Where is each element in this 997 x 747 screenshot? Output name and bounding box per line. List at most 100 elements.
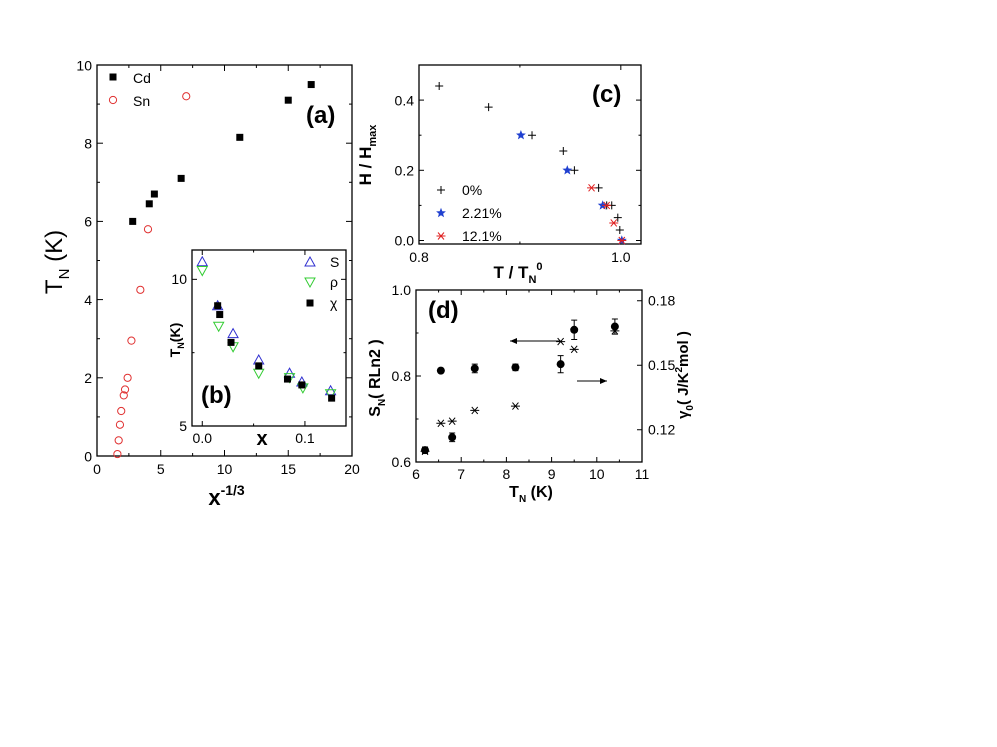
point-b-2 <box>283 375 291 383</box>
point-a-sn <box>113 449 122 459</box>
panel-c-xlabel: T / TN0 <box>493 261 542 286</box>
panel-d-xtick-label: 9 <box>548 466 556 482</box>
point-d-sn <box>436 419 446 428</box>
legend-label-b-0: S <box>330 254 339 270</box>
legend-marker-b-1 <box>304 277 316 289</box>
panel-b-xtick-label: 0.0 <box>193 430 213 446</box>
panel-c-frame <box>418 64 642 245</box>
panel-a-label: (a) <box>306 102 335 129</box>
panel-d-xtick-label: 10 <box>589 466 605 482</box>
panel-c-xtick-label: 1.0 <box>611 249 631 265</box>
point-d-sn <box>470 406 480 415</box>
arrow-right-head <box>600 378 607 384</box>
point-a-sn <box>114 436 123 445</box>
panel-a-xtick-label: 15 <box>280 461 296 477</box>
panel-d-xtick-label: 8 <box>503 466 511 482</box>
panel-a-xtick-label: 10 <box>217 461 233 477</box>
panel-d-right-ytick-label-right: 0.12 <box>648 422 675 438</box>
panel-d-right-ytick-label-right: 0.18 <box>648 293 675 309</box>
point-c-0 <box>615 225 624 234</box>
panel-b-ytick-label: 10 <box>171 271 187 287</box>
point-c-0 <box>484 103 493 112</box>
panel-c-ytick-label: 0.2 <box>395 163 415 179</box>
panel-c-ylabel: H / Hmax <box>356 124 379 186</box>
point-a-cd <box>177 174 185 182</box>
legend-label-c-2: 12.1% <box>462 228 502 244</box>
legend-marker-sn <box>108 95 118 105</box>
legend-marker-c-0 <box>437 186 445 194</box>
point-a-cd <box>129 217 137 225</box>
panel-d-xtick-label: 11 <box>635 466 650 482</box>
point-d-gamma <box>436 366 445 375</box>
point-d-gamma <box>470 364 479 373</box>
legend-label-c-0: 0% <box>462 182 482 198</box>
legend-label-b-1: ρ <box>330 274 338 290</box>
point-b-1 <box>196 266 209 277</box>
legend-marker-b-0 <box>304 255 316 267</box>
panel-b-label: (b) <box>201 382 232 409</box>
point-b-2 <box>298 381 306 389</box>
point-a-sn <box>117 406 126 416</box>
point-d-gamma <box>448 433 457 442</box>
point-c-0 <box>613 213 622 222</box>
point-d-gamma <box>610 322 619 331</box>
panel-b-ytick-label: 5 <box>179 418 187 434</box>
point-a-cd <box>145 200 153 208</box>
panel-d-ytick-label: 0.8 <box>392 368 412 384</box>
point-c-0 <box>559 146 568 155</box>
point-a-cd <box>284 96 292 104</box>
point-a-cd <box>150 190 158 198</box>
panel-a-xtick-label: 0 <box>93 461 101 477</box>
point-a-sn <box>120 385 130 394</box>
legend-marker-cd <box>109 73 117 81</box>
panel-a-xtick-label: 20 <box>344 461 360 477</box>
panel-d-ylabel-left: SN( RLn2 ) <box>367 339 388 416</box>
point-c-1 <box>516 130 526 140</box>
panel-a-ytick-label: 0 <box>84 448 92 464</box>
point-d-sn <box>447 417 457 425</box>
panel-a-ytick-label: 6 <box>84 214 92 230</box>
panel-a-xlabel: x-1/3 <box>208 482 245 510</box>
point-b-2 <box>216 311 224 319</box>
panel-a-ylabel: TN (K) <box>41 230 73 294</box>
point-c-0 <box>528 131 537 140</box>
legend-label-sn: Sn <box>133 93 150 109</box>
point-a-sn <box>143 225 153 234</box>
panel-b-xlabel: x <box>256 428 267 450</box>
point-a-sn <box>123 373 132 382</box>
point-d-gamma <box>556 360 565 369</box>
panel-d-ylabel-right: γ0( J/K2mol ) <box>674 331 696 419</box>
legend-marker-b-2 <box>306 299 314 307</box>
point-a-sn <box>115 420 125 429</box>
point-a-sn <box>127 336 136 345</box>
point-c-2 <box>587 184 597 192</box>
point-b-2 <box>255 362 263 370</box>
panel-b-background <box>192 250 346 426</box>
panel-a-ytick-label: 4 <box>84 292 92 308</box>
point-a-sn <box>119 391 128 400</box>
panel-d-ytick-label: 1.0 <box>392 282 412 298</box>
point-b-1 <box>324 389 337 400</box>
point-a-cd <box>236 133 244 141</box>
panel-a-ytick-label: 2 <box>84 370 92 386</box>
point-d-gamma <box>511 363 520 372</box>
point-d-sn <box>556 337 566 346</box>
point-d-gamma <box>421 446 430 455</box>
panel-c-ytick-label: 0.0 <box>395 233 415 249</box>
panel-a-xtick-label: 5 <box>157 461 165 477</box>
panel-a-ytick-label: 8 <box>84 135 92 151</box>
panel-d-right-ytick-label-right: 0.15 <box>648 357 675 373</box>
point-b-0 <box>227 327 239 339</box>
point-a-cd <box>307 81 315 89</box>
point-d-gamma <box>570 325 579 334</box>
point-c-2 <box>617 236 627 245</box>
panel-d-label: (d) <box>428 297 459 324</box>
point-b-2 <box>227 338 235 346</box>
panel-d-xtick-label: 7 <box>457 466 465 482</box>
arrow-left-head <box>510 338 517 344</box>
point-b-0 <box>196 255 209 267</box>
point-c-0 <box>570 166 579 175</box>
legend-label-cd: Cd <box>133 70 151 86</box>
point-b-2 <box>328 394 336 402</box>
